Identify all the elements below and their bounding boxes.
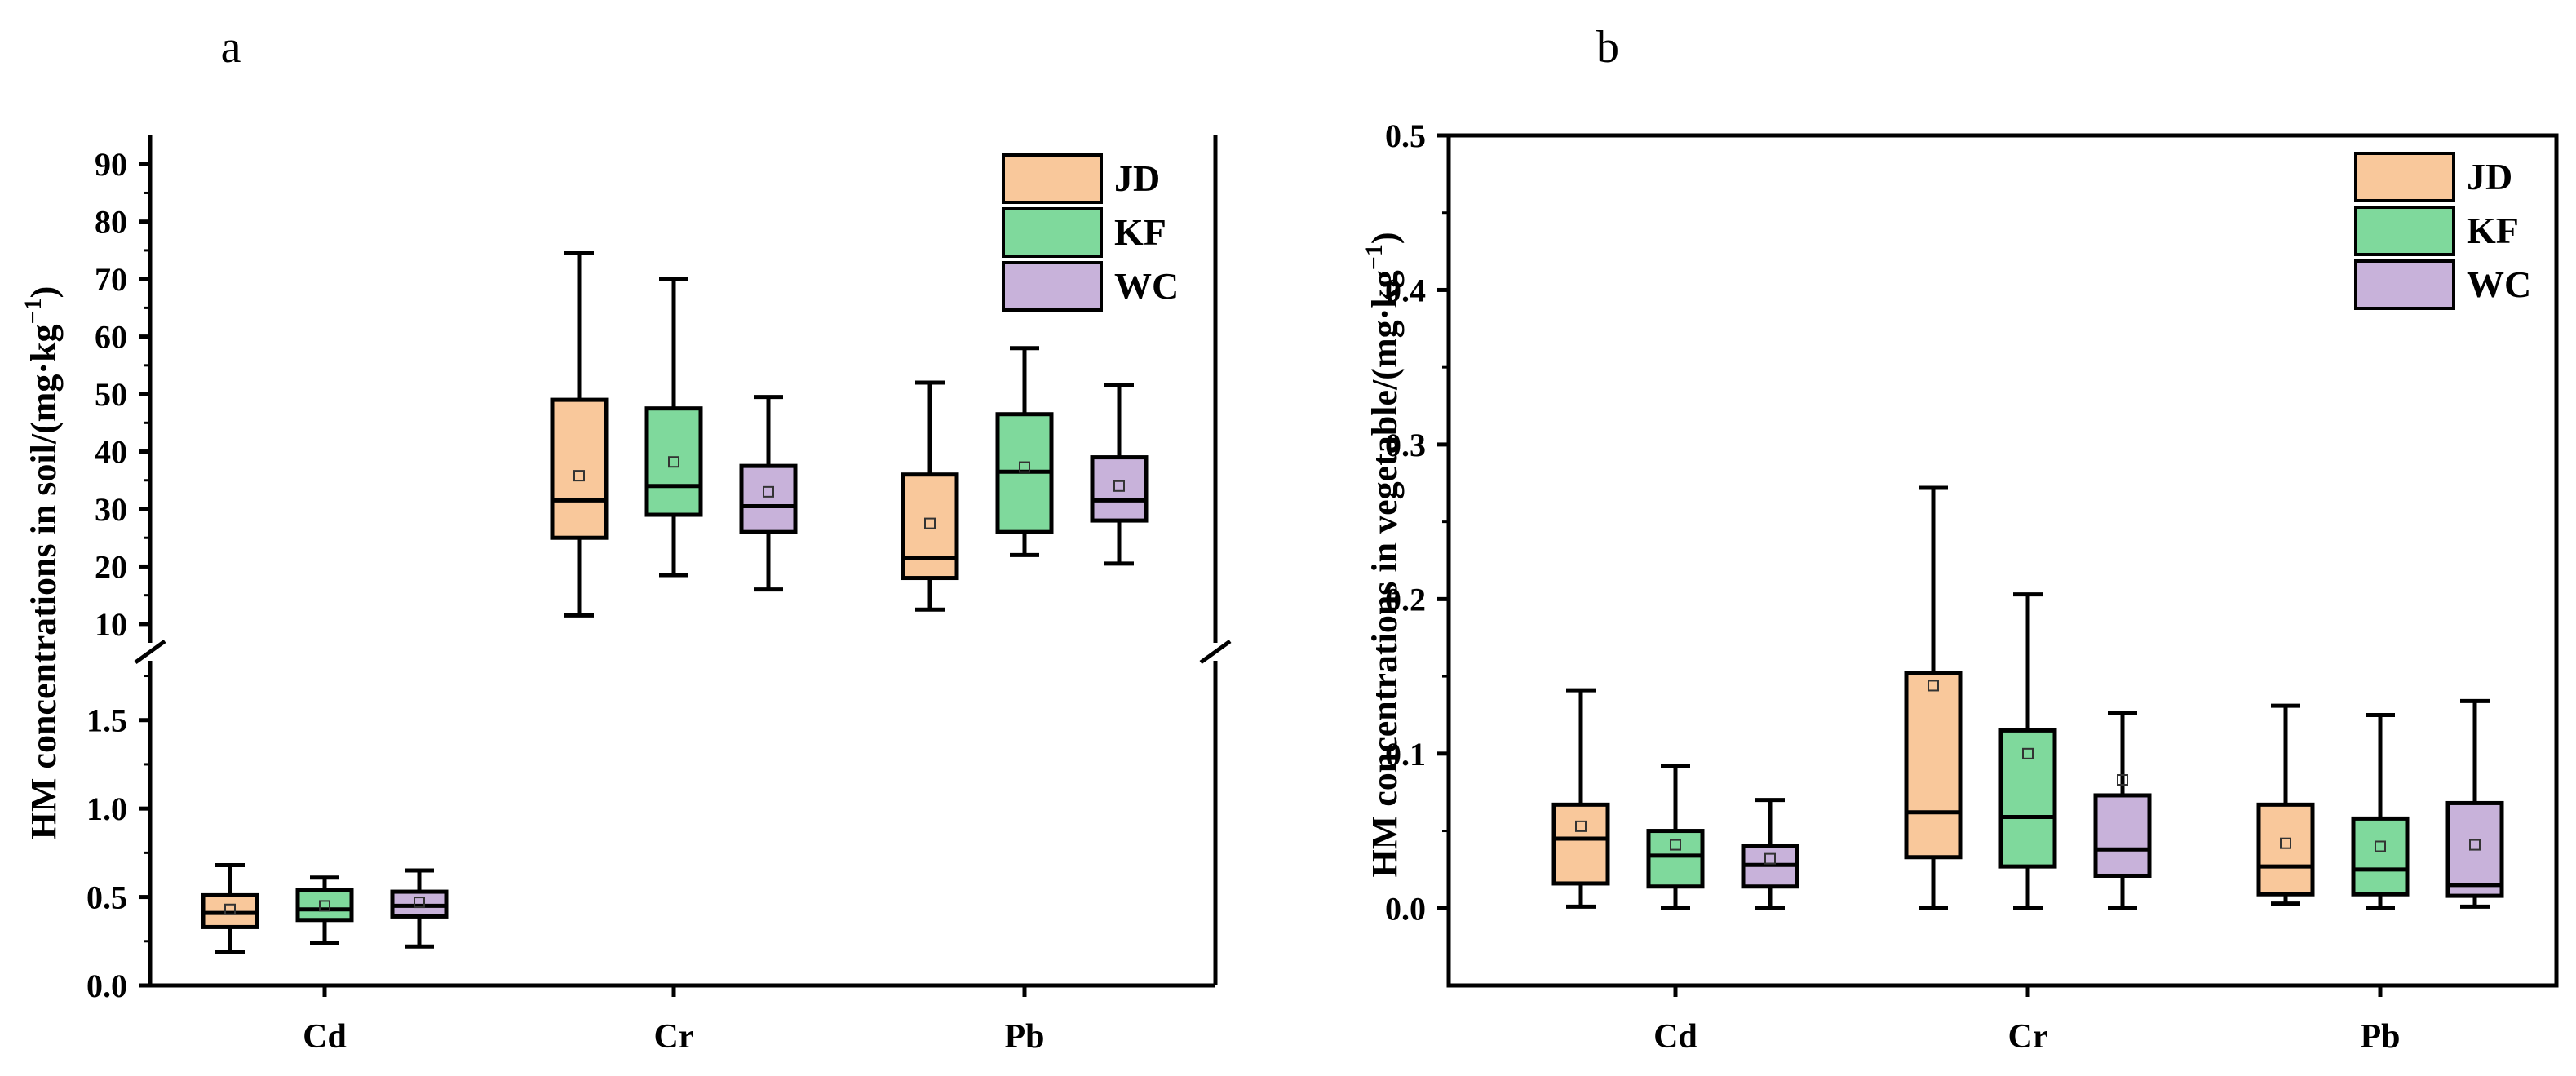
panel-a-y-tick-label: 0.5 bbox=[86, 879, 127, 916]
box-wc-cr bbox=[739, 463, 798, 534]
panel-a-y-tick-label: 90 bbox=[95, 146, 127, 183]
panel-a-y-tick-label: 70 bbox=[95, 261, 127, 298]
box-jd-pb bbox=[901, 472, 959, 581]
box-kf-cr bbox=[644, 406, 703, 517]
mean-marker-kf-cd bbox=[319, 900, 330, 912]
panel-b-vegetable-chart: b HM concentrations in vegetable/(mg·kg−… bbox=[1361, 22, 2559, 1056]
panel-a-x-label-cd: Cd bbox=[303, 1018, 347, 1056]
mean-marker-jd-cr bbox=[573, 470, 585, 482]
panel-b-y-tick-label: 0.2 bbox=[1385, 581, 1426, 618]
panel-a-label: a bbox=[221, 22, 241, 73]
legend-swatch-jd bbox=[1002, 153, 1103, 204]
mean-marker-wc-pb bbox=[2469, 839, 2481, 851]
mean-marker-wc-cd bbox=[1764, 852, 1776, 865]
panel-b-y-tick-label: 0.1 bbox=[1385, 736, 1426, 773]
panel-a-axis-break-mark-left bbox=[134, 639, 166, 665]
panel-a-y-tick-label: 50 bbox=[95, 376, 127, 413]
mean-marker-wc-cd bbox=[414, 897, 425, 909]
panel-b-y-tick-label: 0.5 bbox=[1385, 117, 1426, 154]
panel-a-y-tick-label: 60 bbox=[95, 319, 127, 356]
mean-marker-wc-cr bbox=[2117, 774, 2128, 786]
mean-marker-kf-cr bbox=[2022, 747, 2034, 759]
panel-b-x-label-cd: Cd bbox=[1653, 1018, 1697, 1056]
mean-marker-kf-cr bbox=[668, 456, 679, 468]
panel-a-plot-area: 0.0 0.5 1.0 1.5 10 20 30 40 50 60 70 80 90 Cd Cr Pb JD KF… bbox=[86, 135, 1232, 1056]
panel-a-y-tick-label: 10 bbox=[95, 606, 127, 643]
legend-swatch-kf bbox=[1002, 207, 1103, 258]
panel-b-plot-area: 0.0 0.1 0.2 0.3 0.4 0.5 Cd Cr Pb JD KF WC bbox=[1385, 117, 2559, 1056]
legend-label-wc: WC bbox=[1114, 265, 1179, 307]
panel-a-y-tick-label: 20 bbox=[95, 548, 127, 585]
panel-a-y-tick-label: 30 bbox=[95, 491, 127, 528]
box-wc-cr bbox=[2093, 793, 2152, 878]
legend-swatch-wc bbox=[2354, 259, 2455, 310]
mean-marker-kf-pb bbox=[1019, 461, 1030, 473]
mean-marker-jd-cr bbox=[1928, 680, 1939, 692]
legend-label-kf: KF bbox=[2467, 210, 2519, 251]
box-jd-pb bbox=[2256, 802, 2315, 897]
mean-marker-jd-pb bbox=[2280, 837, 2291, 849]
box-kf-pb bbox=[2351, 816, 2410, 897]
mean-marker-wc-pb bbox=[1113, 480, 1125, 492]
legend-swatch-jd bbox=[2354, 152, 2455, 202]
panel-a-y-tick-label: 1.0 bbox=[86, 790, 127, 827]
legend-label-jd: JD bbox=[1114, 157, 1160, 199]
mean-marker-jd-cd bbox=[1575, 820, 1587, 832]
panel-a-y-tick-label: 80 bbox=[95, 204, 127, 241]
panel-a-x-label-pb: Pb bbox=[1004, 1018, 1044, 1056]
panel-a-soil-chart: a HM concentrations in soil/(mg·kg−1) 0.… bbox=[20, 22, 1232, 1056]
panel-b-axes-frame bbox=[1446, 133, 2559, 988]
legend-swatch-kf bbox=[2354, 206, 2455, 256]
panel-b-x-label-cr: Cr bbox=[2008, 1018, 2048, 1056]
legend-label-jd: JD bbox=[2467, 156, 2512, 197]
box-jd-cr bbox=[550, 397, 609, 540]
box-wc-pb bbox=[1090, 455, 1149, 523]
panel-a-y-tick-label: 40 bbox=[95, 434, 127, 471]
panel-a-y-axis-label: HM concentrations in soil/(mg·kg−1) bbox=[20, 286, 64, 840]
box-kf-cr bbox=[1998, 728, 2057, 869]
panel-b-y-axis-label: HM concentrations in vegetable/(mg·kg−1) bbox=[1361, 232, 1405, 877]
panel-a-y-tick-label: 0.0 bbox=[86, 968, 127, 1004]
box-kf-cd bbox=[295, 888, 354, 923]
box-jd-cr bbox=[1904, 671, 1963, 860]
panel-b-label: b bbox=[1596, 22, 1619, 73]
mean-marker-kf-pb bbox=[2375, 840, 2386, 852]
panel-b-y-tick-label: 0.4 bbox=[1385, 272, 1426, 308]
panel-b-y-tick-label: 0.3 bbox=[1385, 427, 1426, 463]
panel-b-x-label-pb: Pb bbox=[2360, 1018, 2400, 1056]
legend-label-wc: WC bbox=[2467, 263, 2531, 305]
legend-label-kf: KF bbox=[1114, 211, 1166, 253]
mean-marker-kf-cd bbox=[1670, 839, 1681, 851]
panel-b-y-tick-label: 0.0 bbox=[1385, 890, 1426, 927]
panel-a-y-tick-label: 1.5 bbox=[86, 702, 127, 739]
panel-a-axis-break-mark-right bbox=[1199, 639, 1232, 665]
mean-marker-jd-cd bbox=[224, 903, 236, 915]
box-jd-cd bbox=[1551, 802, 1610, 886]
legend-swatch-wc bbox=[1002, 261, 1103, 312]
panel-a-x-label-cr: Cr bbox=[654, 1018, 694, 1056]
mean-marker-jd-pb bbox=[924, 517, 936, 529]
mean-marker-wc-cr bbox=[763, 485, 774, 498]
